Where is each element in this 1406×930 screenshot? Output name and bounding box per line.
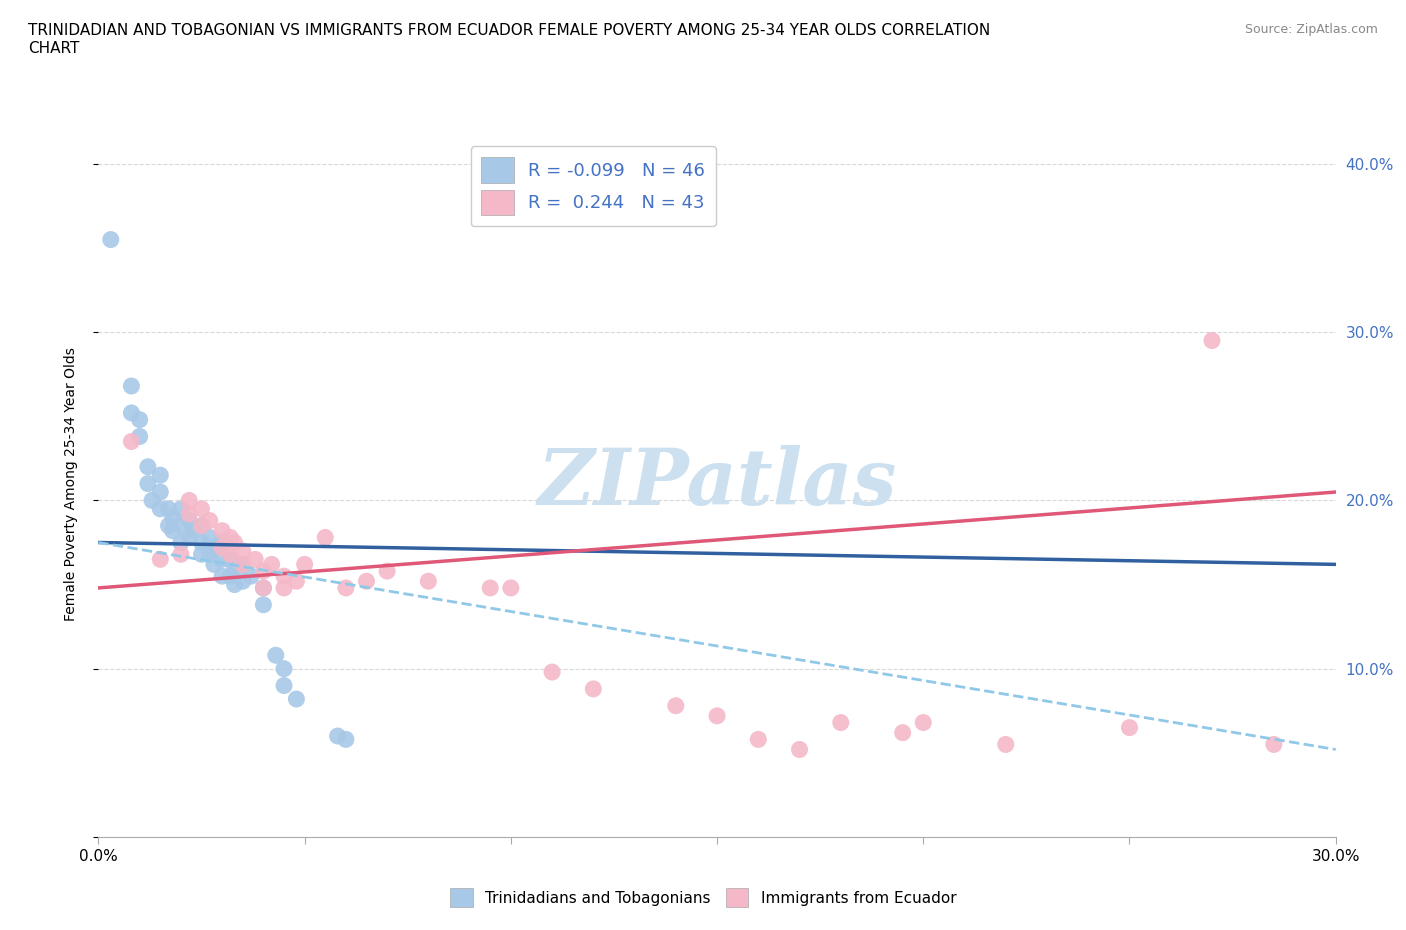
Point [499, 580, 522, 595]
Point [273, 569, 295, 584]
Point [149, 468, 172, 483]
Point [162, 524, 184, 538]
Point [479, 580, 502, 595]
Point [181, 524, 204, 538]
Point [252, 597, 274, 612]
Point [541, 665, 564, 680]
Point [830, 715, 852, 730]
Text: ZIPatlas: ZIPatlas [537, 445, 897, 522]
Point [198, 513, 221, 528]
Point [100, 232, 122, 247]
Point [149, 485, 172, 499]
Point [170, 535, 193, 550]
Point [136, 459, 159, 474]
Point [179, 530, 201, 545]
Point [211, 569, 233, 584]
Point [665, 698, 688, 713]
Point [232, 574, 254, 589]
Text: Source: ZipAtlas.com: Source: ZipAtlas.com [1244, 23, 1378, 36]
Point [335, 580, 357, 595]
Point [252, 564, 274, 578]
Point [157, 501, 180, 516]
Point [190, 535, 212, 550]
Point [190, 518, 212, 533]
Point [994, 737, 1017, 751]
Point [141, 493, 163, 508]
Point [224, 578, 246, 592]
Point [170, 547, 193, 562]
Point [170, 518, 193, 533]
Point [190, 547, 212, 562]
Point [335, 732, 357, 747]
Point [219, 530, 242, 545]
Point [252, 580, 274, 595]
Point [260, 557, 283, 572]
Point [294, 557, 316, 572]
Point [375, 564, 398, 578]
Point [179, 507, 201, 522]
Point [202, 540, 225, 555]
Point [202, 557, 225, 572]
Point [120, 405, 142, 420]
Point [789, 742, 811, 757]
Point [128, 429, 150, 444]
Point [232, 543, 254, 558]
Point [128, 412, 150, 427]
Point [582, 682, 605, 697]
Y-axis label: Female Poverty Among 25-34 Year Olds: Female Poverty Among 25-34 Year Olds [63, 347, 77, 620]
Point [179, 513, 201, 528]
Point [224, 560, 246, 575]
Point [264, 648, 287, 663]
Point [418, 574, 440, 589]
Point [224, 535, 246, 550]
Legend: R = -0.099   N = 46, R =  0.244   N = 43: R = -0.099 N = 46, R = 0.244 N = 43 [471, 146, 716, 226]
Point [190, 501, 212, 516]
Point [747, 732, 769, 747]
Point [1263, 737, 1285, 751]
Legend: Trinidadians and Tobagonians, Immigrants from Ecuador: Trinidadians and Tobagonians, Immigrants… [443, 883, 963, 913]
Point [136, 476, 159, 491]
Point [157, 518, 180, 533]
Point [356, 574, 378, 589]
Point [149, 551, 172, 566]
Point [120, 379, 142, 393]
Point [211, 524, 233, 538]
Point [162, 510, 184, 525]
Point [285, 574, 308, 589]
Point [326, 728, 349, 743]
Point [273, 580, 295, 595]
Point [198, 530, 221, 545]
Point [285, 692, 308, 707]
Point [211, 551, 233, 566]
Point [211, 535, 233, 550]
Point [314, 530, 336, 545]
Text: TRINIDADIAN AND TOBAGONIAN VS IMMIGRANTS FROM ECUADOR FEMALE POVERTY AMONG 25-34: TRINIDADIAN AND TOBAGONIAN VS IMMIGRANTS… [28, 23, 990, 56]
Point [243, 551, 266, 566]
Point [232, 557, 254, 572]
Point [211, 540, 233, 555]
Point [912, 715, 935, 730]
Point [240, 569, 263, 584]
Point [1118, 720, 1140, 735]
Point [219, 547, 242, 562]
Point [706, 709, 728, 724]
Point [149, 501, 172, 516]
Point [120, 434, 142, 449]
Point [198, 547, 221, 562]
Point [273, 661, 295, 676]
Point [252, 580, 274, 595]
Point [232, 557, 254, 572]
Point [170, 501, 193, 516]
Point [190, 518, 212, 533]
Point [1201, 333, 1223, 348]
Point [179, 493, 201, 508]
Point [891, 725, 914, 740]
Point [219, 551, 242, 566]
Point [219, 569, 242, 584]
Point [273, 678, 295, 693]
